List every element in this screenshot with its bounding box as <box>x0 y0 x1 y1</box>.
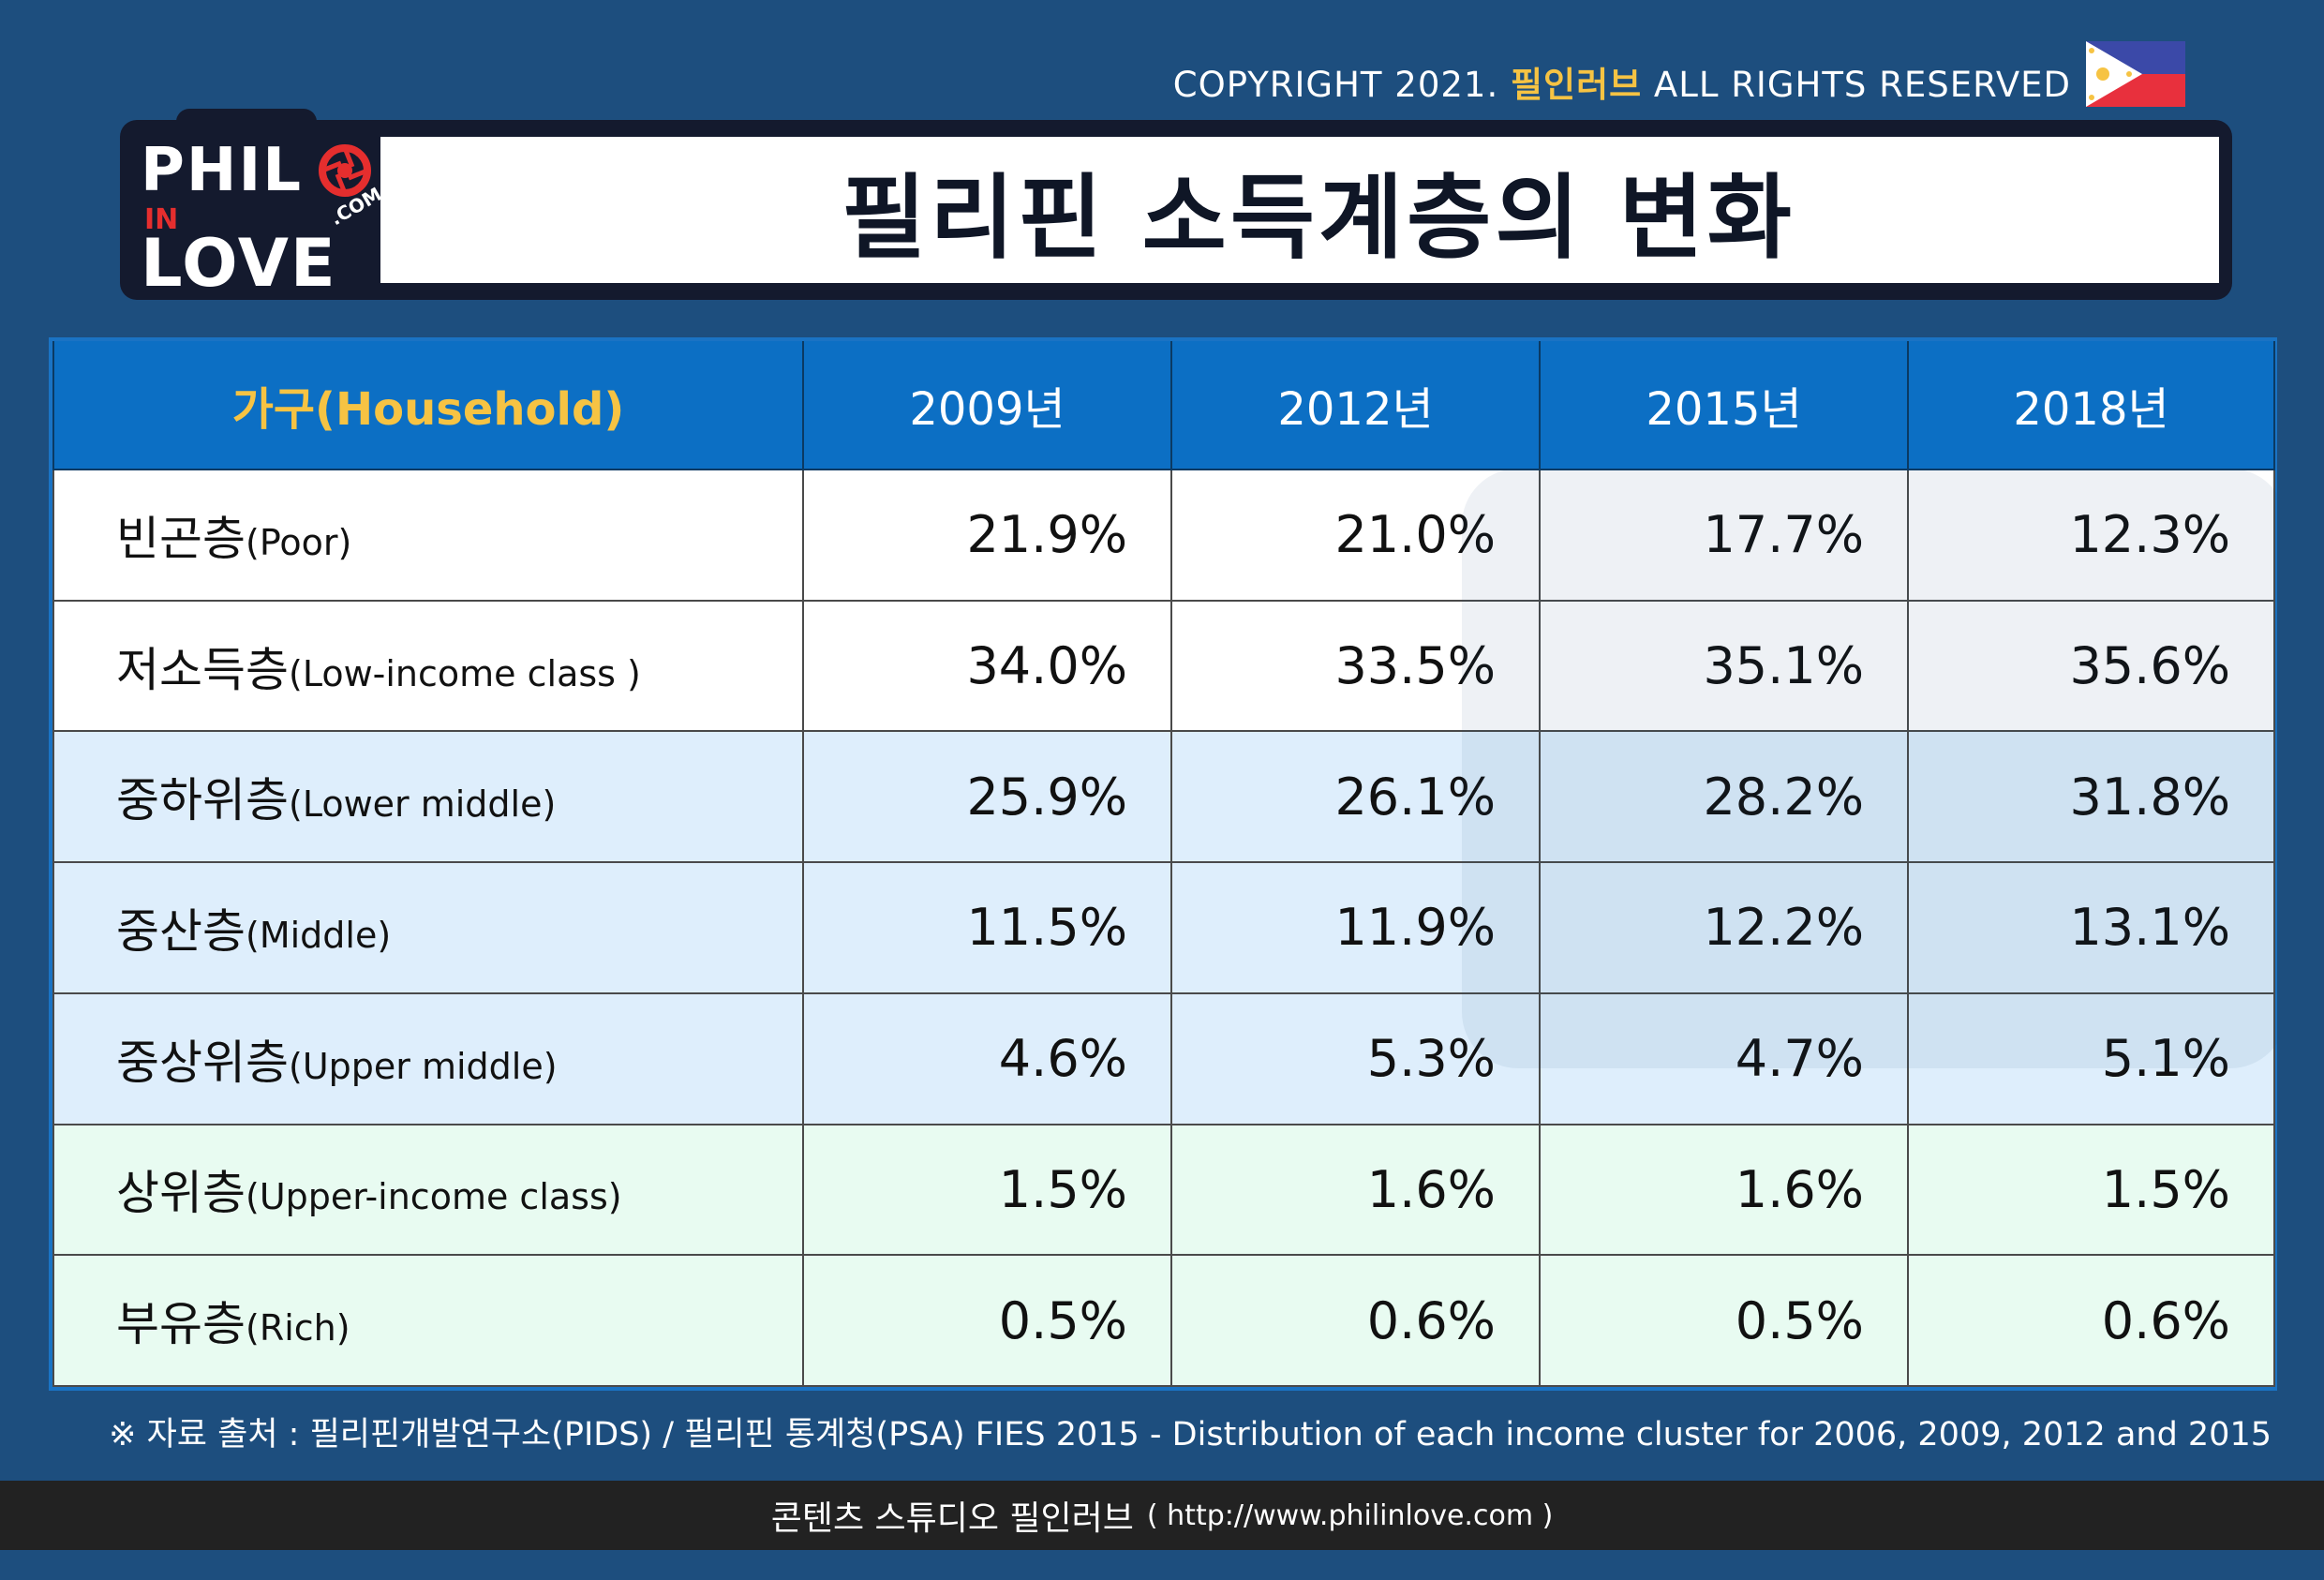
column-header-2015: 2015년 <box>1539 341 1909 470</box>
philippines-flag-icon <box>2086 41 2185 107</box>
cell-value: 0.5% <box>802 1254 1172 1387</box>
table-row-upper-middle: 중상위층(Upper middle) 4.6% 5.3% 4.7% 5.1% <box>52 991 2275 1125</box>
cell-value: 17.7% <box>1539 469 1909 602</box>
row-label-ko: 부유층 <box>116 1297 246 1352</box>
aperture-icon <box>319 144 371 197</box>
cell-value: 12.3% <box>1907 469 2275 602</box>
row-label: 부유층(Rich) <box>52 1254 804 1387</box>
logo-in: IN <box>144 206 178 234</box>
row-label-ko: 저소득층 <box>116 642 289 697</box>
cell-value: 0.6% <box>1907 1254 2275 1387</box>
cell-value: 11.5% <box>802 861 1172 994</box>
row-label-ko: 빈곤층 <box>116 511 246 566</box>
cell-value: 11.9% <box>1170 861 1541 994</box>
cell-value: 21.9% <box>802 469 1172 602</box>
row-label-en: (Upper-income class) <box>246 1176 622 1218</box>
row-label: 빈곤층(Poor) <box>52 469 804 602</box>
row-label-ko: 중산층 <box>116 903 246 959</box>
cell-value: 4.6% <box>802 991 1172 1125</box>
page-title: 필리핀 소득계층의 변화 <box>842 165 1795 272</box>
row-label-en: (Middle) <box>246 914 392 956</box>
cell-value: 33.5% <box>1170 599 1541 733</box>
row-label: 중산층(Middle) <box>52 861 804 994</box>
table-row-middle: 중산층(Middle) 11.5% 11.9% 12.2% 13.1% <box>52 861 2275 994</box>
table-header-row: 가구(Household) 2009년 2012년 2015년 2018년 <box>52 341 2275 470</box>
row-label-en: (Poor) <box>246 521 352 563</box>
row-label-ko: 상위층 <box>116 1166 246 1221</box>
cell-value: 26.1% <box>1170 730 1541 864</box>
footer-url[interactable]: ( http://www.philinlove.com ) <box>1146 1498 1554 1532</box>
row-label-en: (Upper middle) <box>289 1045 558 1087</box>
footer-studio: 콘텐츠 스튜디오 필인러브 <box>770 1499 1134 1538</box>
cell-value: 31.8% <box>1907 730 2275 864</box>
logo-in-text: IN <box>144 203 179 236</box>
cell-value: 5.1% <box>1907 991 2275 1125</box>
table-row-lower-middle: 중하위층(Lower middle) 25.9% 26.1% 28.2% 31.… <box>52 730 2275 864</box>
income-table-frame: 가구(Household) 2009년 2012년 2015년 2018년 빈곤… <box>49 337 2277 1391</box>
row-label-en: (Lower middle) <box>289 783 557 826</box>
cell-value: 1.6% <box>1170 1123 1541 1257</box>
cell-value: 25.9% <box>802 730 1172 864</box>
column-header-2018: 2018년 <box>1907 341 2275 470</box>
cell-value: 28.2% <box>1539 730 1909 864</box>
cell-value: 34.0% <box>802 599 1172 733</box>
row-label-en: (Rich) <box>246 1307 350 1349</box>
table-row-poor: 빈곤층(Poor) 21.9% 21.0% 17.7% 12.3% <box>52 469 2275 602</box>
cell-value: 13.1% <box>1907 861 2275 994</box>
footer-bar: 콘텐츠 스튜디오 필인러브 ( http://www.philinlove.co… <box>0 1481 2324 1550</box>
row-label: 중상위층(Upper middle) <box>52 991 804 1125</box>
column-header-2012: 2012년 <box>1170 341 1541 470</box>
table-row-low-income: 저소득층(Low-income class ) 34.0% 33.5% 35.1… <box>52 599 2275 733</box>
title-panel: 필리핀 소득계층의 변화 <box>380 137 2219 283</box>
logo-phil: PHIL <box>141 136 304 205</box>
logo-love: LOVE <box>141 225 337 302</box>
cell-value: 21.0% <box>1170 469 1541 602</box>
table-row-rich: 부유층(Rich) 0.5% 0.6% 0.5% 0.6% <box>52 1254 2275 1387</box>
cell-value: 1.5% <box>1907 1123 2275 1257</box>
row-label: 상위층(Upper-income class) <box>52 1123 804 1257</box>
cell-value: 0.6% <box>1170 1254 1541 1387</box>
income-class-table: 가구(Household) 2009년 2012년 2015년 2018년 빈곤… <box>52 341 2275 1387</box>
row-label-ko: 중하위층 <box>116 773 289 828</box>
cell-value: 12.2% <box>1539 861 1909 994</box>
row-label-ko: 중상위층 <box>116 1035 289 1090</box>
cell-value: 1.6% <box>1539 1123 1909 1257</box>
column-header-2009: 2009년 <box>802 341 1172 470</box>
copyright-brand: 필인러브 <box>1510 65 1643 105</box>
cell-value: 0.5% <box>1539 1254 1909 1387</box>
cell-value: 4.7% <box>1539 991 1909 1125</box>
copyright-notice: COPYRIGHT 2021. 필인러브 ALL RIGHTS RESERVED <box>1173 62 2071 109</box>
row-label-en: (Low-income class ) <box>289 652 641 694</box>
table-row-upper-income: 상위층(Upper-income class) 1.5% 1.6% 1.6% 1… <box>52 1123 2275 1257</box>
cell-value: 5.3% <box>1170 991 1541 1125</box>
copyright-prefix: COPYRIGHT 2021. <box>1172 65 1499 105</box>
copyright-suffix: ALL RIGHTS RESERVED <box>1653 65 2071 105</box>
cell-value: 1.5% <box>802 1123 1172 1257</box>
cell-value: 35.6% <box>1907 599 2275 733</box>
cell-value: 35.1% <box>1539 599 1909 733</box>
column-header-household: 가구(Household) <box>52 341 804 470</box>
row-label: 저소득층(Low-income class ) <box>52 599 804 733</box>
row-label: 중하위층(Lower middle) <box>52 730 804 864</box>
source-note: ※ 자료 출처 : 필리핀개발연구소(PIDS) / 필리핀 통계청(PSA) … <box>109 1416 2272 1453</box>
